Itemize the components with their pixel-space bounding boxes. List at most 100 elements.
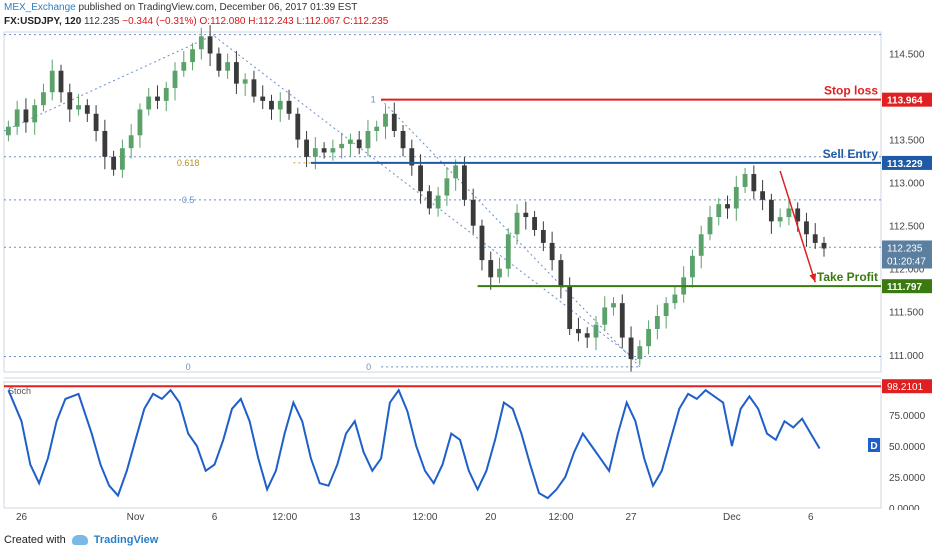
candle[interactable] <box>119 139 125 178</box>
tradingview-brand[interactable]: TradingView <box>93 534 159 546</box>
candle[interactable] <box>374 120 380 142</box>
fib-trend-line[interactable] <box>380 99 641 368</box>
candle[interactable] <box>365 119 371 157</box>
candle[interactable] <box>532 211 537 236</box>
stoch-badge[interactable] <box>868 438 880 452</box>
candle[interactable] <box>742 168 748 193</box>
candle[interactable] <box>190 43 195 71</box>
candle[interactable] <box>672 285 678 310</box>
candle[interactable] <box>207 25 213 66</box>
candle[interactable] <box>242 73 248 97</box>
candle[interactable] <box>295 107 301 148</box>
candle[interactable] <box>760 180 766 211</box>
candle[interactable] <box>812 223 818 249</box>
candle[interactable] <box>5 120 11 142</box>
candle[interactable] <box>698 225 704 269</box>
candle[interactable] <box>163 81 169 112</box>
candle[interactable] <box>725 195 730 219</box>
candle[interactable] <box>312 137 318 170</box>
candle[interactable] <box>251 70 257 103</box>
projection-arrow[interactable] <box>779 170 816 283</box>
candle[interactable] <box>198 27 204 60</box>
candle[interactable] <box>628 326 634 372</box>
candle[interactable] <box>505 228 511 277</box>
candle[interactable] <box>330 139 336 161</box>
candle[interactable] <box>155 85 160 110</box>
candle[interactable] <box>93 105 99 142</box>
candle[interactable] <box>32 99 38 135</box>
candle[interactable] <box>584 327 590 348</box>
candle[interactable] <box>435 186 441 217</box>
candle[interactable] <box>593 316 599 351</box>
candle[interactable] <box>146 87 152 116</box>
candle[interactable] <box>611 297 616 316</box>
candle[interactable] <box>479 219 485 271</box>
candle[interactable] <box>76 93 81 116</box>
candle[interactable] <box>654 304 660 340</box>
candle[interactable] <box>488 251 494 290</box>
candle[interactable] <box>777 208 783 228</box>
candle[interactable] <box>418 154 423 204</box>
candle[interactable] <box>172 62 178 101</box>
candle[interactable] <box>84 99 90 122</box>
candle[interactable] <box>181 50 187 77</box>
candle[interactable] <box>707 205 713 241</box>
author-link[interactable]: MEX_Exchange <box>4 2 76 13</box>
stoch-line[interactable] <box>7 388 821 500</box>
candle[interactable] <box>269 94 274 120</box>
candle[interactable] <box>260 85 266 110</box>
candle[interactable] <box>111 150 117 176</box>
candle[interactable] <box>453 159 459 191</box>
candle[interactable] <box>391 102 397 138</box>
candle[interactable] <box>804 212 809 247</box>
candle[interactable] <box>619 294 625 348</box>
candle[interactable] <box>233 50 239 94</box>
candle[interactable] <box>339 132 345 159</box>
candle[interactable] <box>558 254 564 299</box>
candle[interactable] <box>523 201 529 230</box>
candle[interactable] <box>514 204 520 245</box>
candle[interactable] <box>576 317 581 342</box>
candle[interactable] <box>716 198 722 226</box>
candle[interactable] <box>751 165 757 200</box>
candle[interactable] <box>821 236 827 257</box>
candle[interactable] <box>225 53 231 79</box>
candle[interactable] <box>356 130 362 155</box>
candle[interactable] <box>49 59 55 101</box>
candle[interactable] <box>646 320 652 355</box>
candle[interactable] <box>14 100 20 135</box>
candle[interactable] <box>23 98 29 133</box>
candle[interactable] <box>321 142 327 159</box>
candle[interactable] <box>304 130 309 168</box>
candle[interactable] <box>497 257 502 284</box>
candle[interactable] <box>216 47 222 77</box>
candle[interactable] <box>462 156 467 206</box>
candle[interactable] <box>637 340 643 366</box>
candle[interactable] <box>768 193 774 234</box>
candle[interactable] <box>549 231 555 271</box>
candle[interactable] <box>690 249 695 288</box>
candle[interactable] <box>733 175 739 221</box>
candle[interactable] <box>286 89 292 120</box>
candle[interactable] <box>786 197 792 226</box>
candle[interactable] <box>426 185 432 215</box>
candle[interactable] <box>383 105 388 140</box>
candle[interactable] <box>540 221 546 252</box>
candle[interactable] <box>409 139 415 176</box>
candle[interactable] <box>137 103 143 148</box>
candle[interactable] <box>444 167 450 206</box>
candle[interactable] <box>67 83 73 122</box>
candle[interactable] <box>128 124 134 159</box>
candle[interactable] <box>602 296 608 331</box>
candle[interactable] <box>41 83 46 112</box>
candle[interactable] <box>58 64 64 103</box>
candle[interactable] <box>663 297 669 329</box>
candle[interactable] <box>277 92 283 122</box>
candle[interactable] <box>348 133 353 157</box>
candle[interactable] <box>102 119 108 170</box>
candle[interactable] <box>470 188 476 234</box>
candle[interactable] <box>681 266 687 303</box>
channel-line[interactable] <box>3 34 215 132</box>
candle[interactable] <box>400 124 406 157</box>
